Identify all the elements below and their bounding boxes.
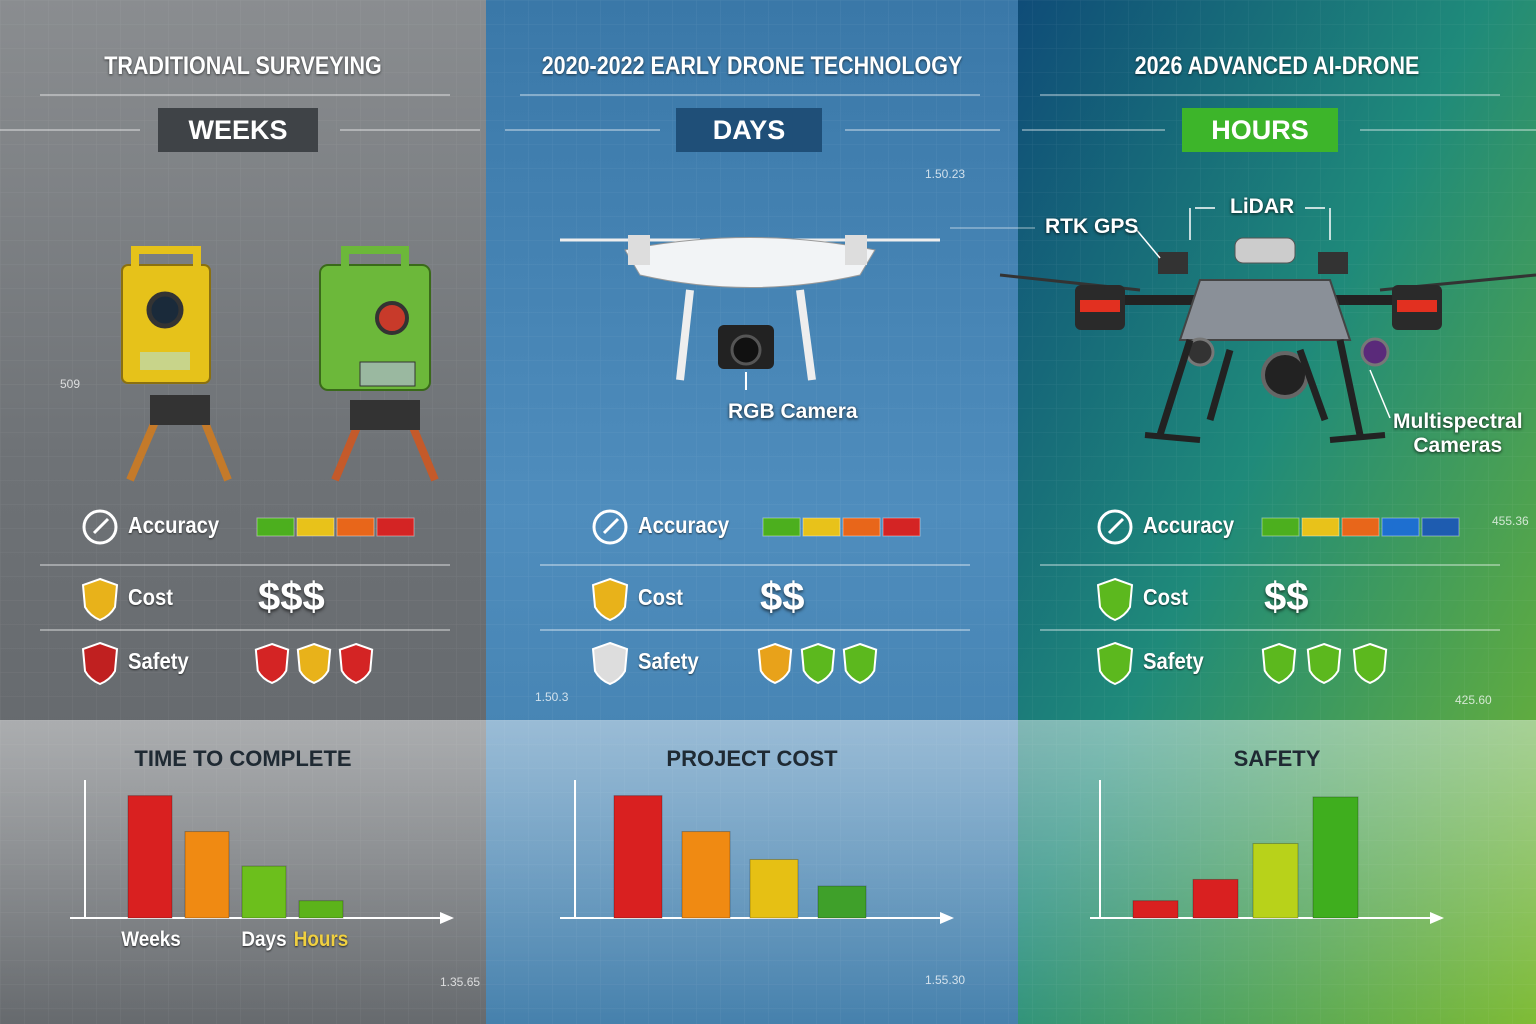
drone-ai	[950, 207, 1536, 443]
accuracy-segment	[336, 517, 375, 537]
accuracy-needle	[92, 517, 110, 535]
safety-shield	[800, 642, 836, 685]
metric-label: Safety	[128, 648, 189, 674]
column-title: 2026 ADVANCED AI-DRONE	[1134, 52, 1420, 80]
safety-icon	[1096, 641, 1134, 686]
accuracy-segment	[882, 517, 921, 537]
cost-value: $$	[760, 575, 805, 619]
metric-label: Safety	[1143, 648, 1204, 674]
accuracy-needle	[602, 517, 620, 535]
badge-bg	[1182, 108, 1338, 152]
x-axis-arrow	[1430, 912, 1444, 924]
callout: RGB Camera	[728, 400, 858, 423]
chart-title: PROJECT COST	[666, 746, 838, 771]
badge: WEEKS	[188, 115, 288, 145]
cost-icon	[81, 577, 119, 622]
x-tick-label: Days	[241, 928, 287, 951]
x-tick-label: Hours	[293, 928, 349, 951]
total-station-yellow	[121, 246, 232, 482]
annotation: 1.50.3	[535, 690, 569, 704]
safety-shield	[757, 642, 793, 685]
badge: HOURS	[1211, 115, 1309, 145]
annotation: 509	[60, 377, 81, 391]
column-title: TRADITIONAL SURVEYING	[104, 52, 382, 80]
bar	[298, 900, 344, 919]
metric-label: Cost	[128, 584, 173, 610]
bar	[1132, 900, 1179, 919]
safety-shield	[254, 642, 290, 685]
accuracy-segment	[296, 517, 335, 537]
cost-value: $$	[1264, 575, 1309, 619]
accuracy-segment	[256, 517, 295, 537]
accuracy-segment	[762, 517, 801, 537]
safety-icon	[591, 641, 629, 686]
callout: LiDAR	[1230, 195, 1295, 218]
cost-value: $$$	[258, 575, 325, 619]
bar	[184, 831, 230, 919]
accuracy-segment	[376, 517, 415, 537]
annotation: 1.35.65	[440, 975, 481, 989]
bar	[613, 795, 663, 919]
marks	[70, 108, 1460, 924]
annotation: 425.60	[1455, 693, 1492, 707]
safety-shield	[1352, 642, 1388, 685]
x-tick-label: Weeks	[121, 928, 181, 951]
bar	[817, 885, 867, 919]
badge-bg	[676, 108, 822, 152]
x-axis-arrow	[440, 912, 454, 924]
x-axis-arrow	[940, 912, 954, 924]
safety-icon	[81, 641, 119, 686]
metric-label: Safety	[638, 648, 699, 674]
bar	[681, 831, 731, 919]
chart-title: TIME TO COMPLETE	[134, 746, 352, 771]
cost-icon	[591, 577, 629, 622]
accuracy-segment	[1261, 517, 1300, 537]
badge-bg	[158, 108, 318, 152]
callout: RTK GPS	[1045, 215, 1139, 238]
bar	[1252, 843, 1299, 919]
drone-rgb	[560, 235, 940, 390]
annotation: 1.55.30	[925, 973, 966, 987]
chart-title: SAFETY	[1233, 746, 1321, 771]
bar	[1192, 878, 1239, 919]
bar	[241, 865, 287, 919]
safety-shield	[1306, 642, 1342, 685]
accuracy-icon	[1097, 509, 1133, 545]
annotation: 1.50.23	[925, 167, 966, 181]
metric-label: Cost	[638, 584, 683, 610]
bar	[1312, 796, 1359, 919]
safety-shield	[842, 642, 878, 685]
safety-shield	[1261, 642, 1297, 685]
badge: DAYS	[712, 115, 786, 145]
accuracy-icon	[592, 509, 628, 545]
accuracy-segment	[1421, 517, 1460, 537]
metric-label: Accuracy	[638, 512, 730, 538]
accuracy-segment	[1381, 517, 1420, 537]
accuracy-icon	[82, 509, 118, 545]
accuracy-segment	[842, 517, 881, 537]
metric-label: Accuracy	[128, 512, 220, 538]
accuracy-segment	[1301, 517, 1340, 537]
annotation: 455.36	[1492, 514, 1529, 528]
metric-label: Cost	[1143, 584, 1188, 610]
bar	[749, 858, 799, 919]
cost-icon	[1096, 577, 1134, 622]
column-title: 2020-2022 EARLY DRONE TECHNOLOGY	[541, 52, 963, 80]
safety-shield	[296, 642, 332, 685]
metric-label: Accuracy	[1143, 512, 1235, 538]
total-station-green	[319, 246, 439, 482]
bar	[127, 795, 173, 919]
accuracy-segment	[1341, 517, 1380, 537]
safety-shield	[338, 642, 374, 685]
accuracy-segment	[802, 517, 841, 537]
callout: Multispectral Cameras	[1393, 410, 1523, 457]
accuracy-needle	[1107, 517, 1125, 535]
